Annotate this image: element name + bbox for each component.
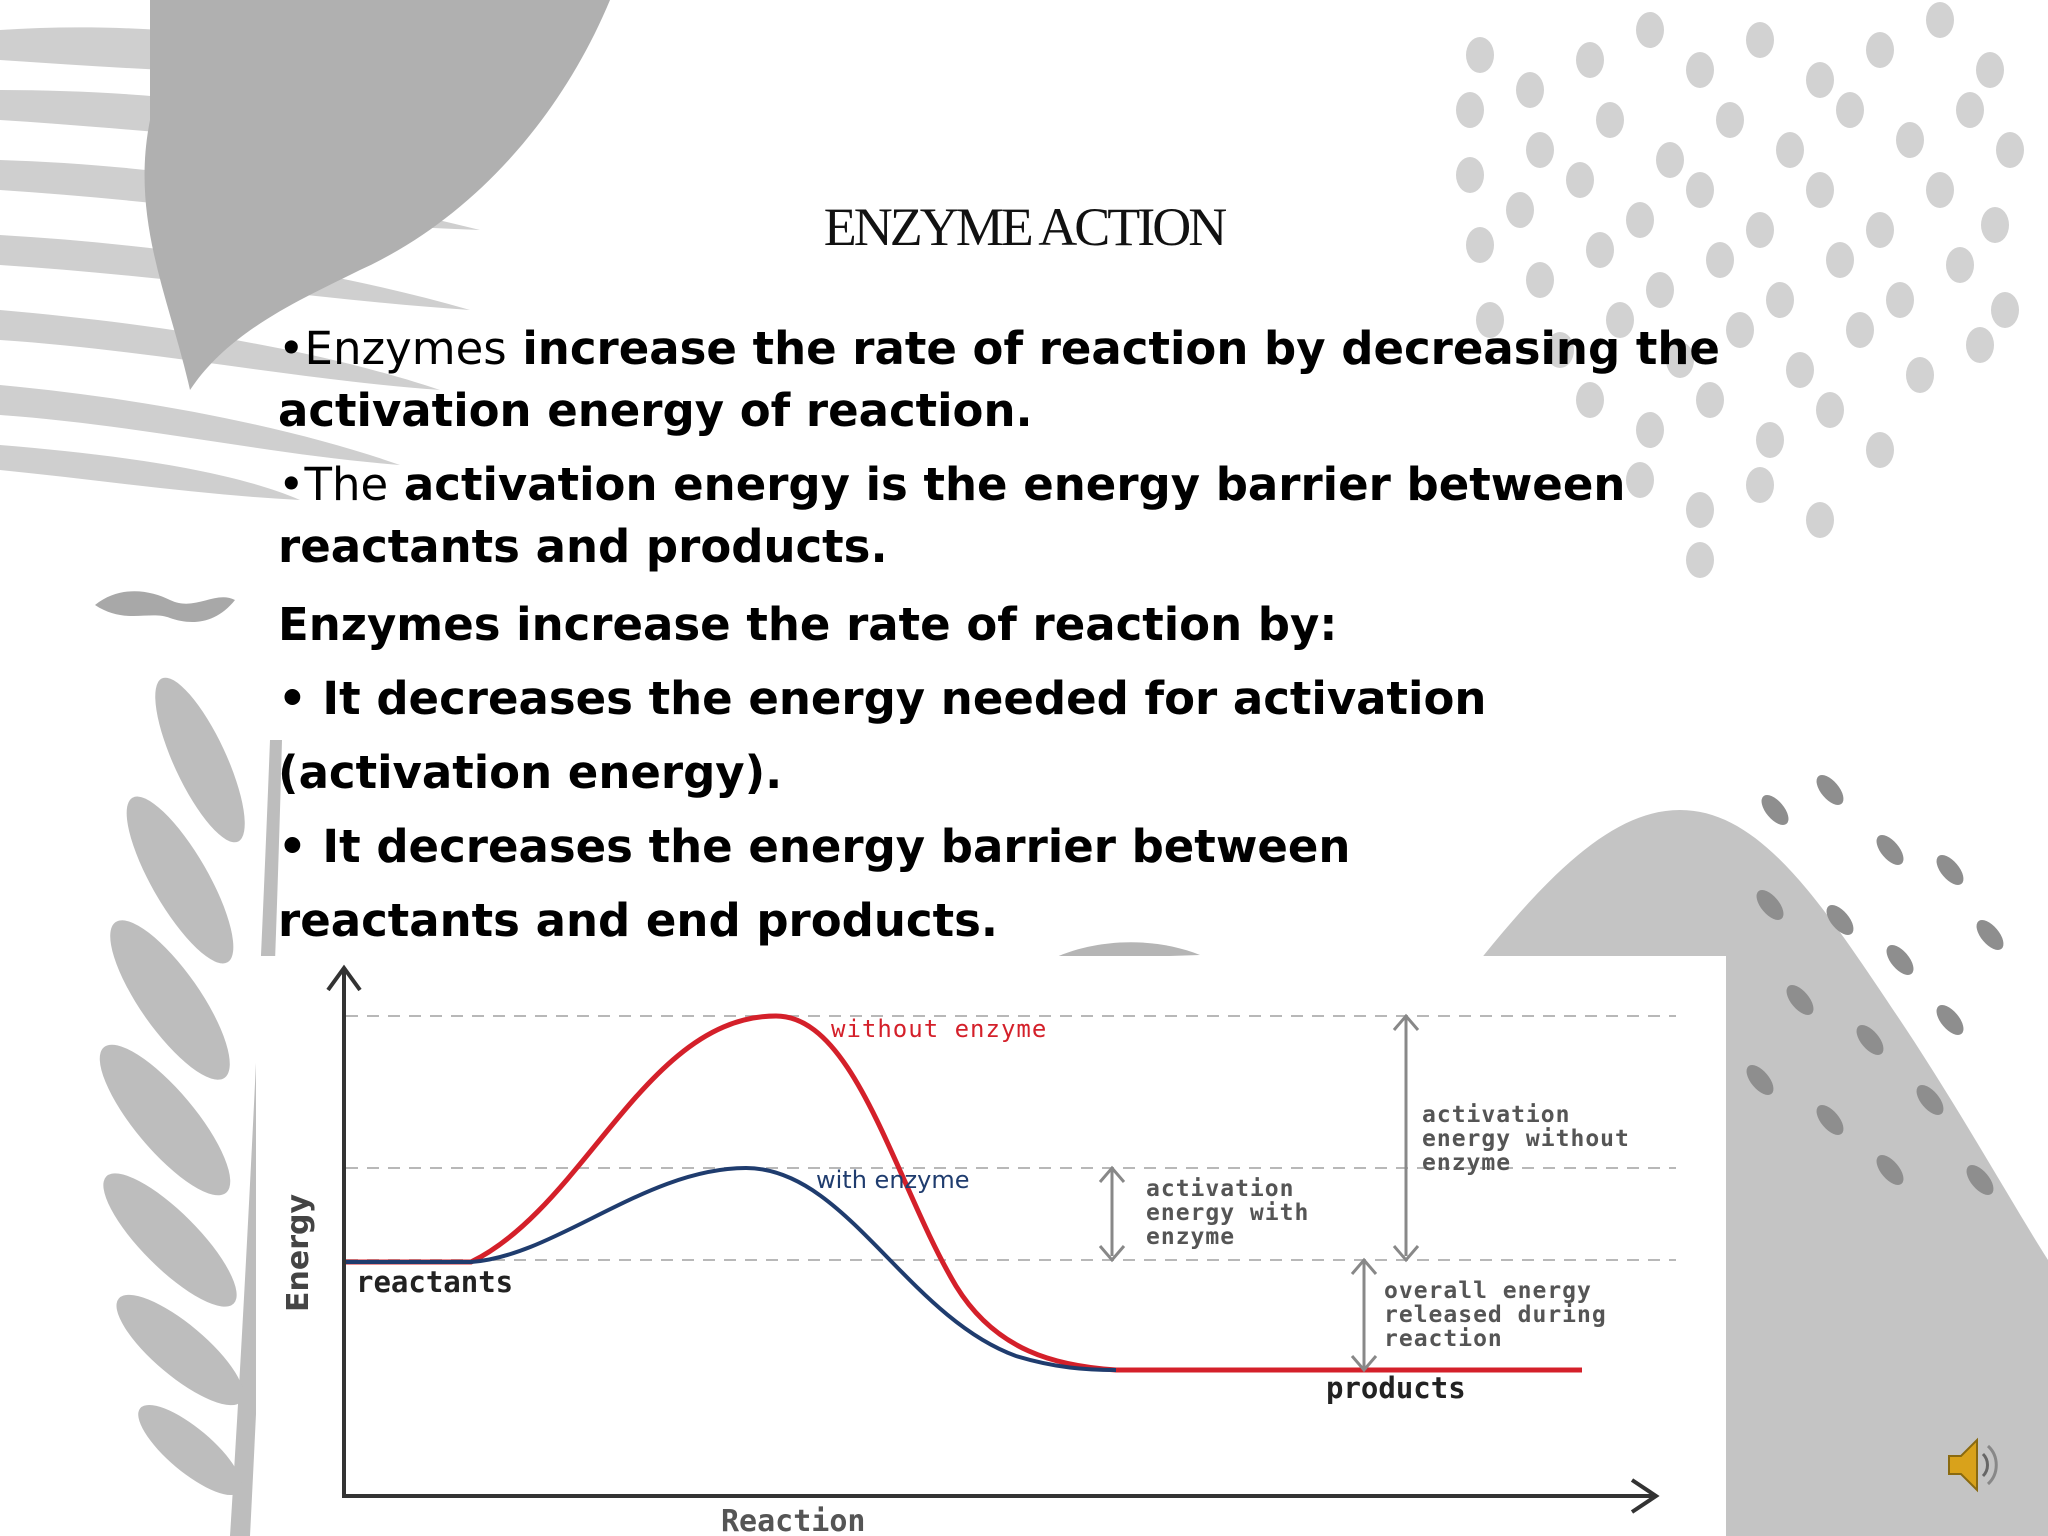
arc-decoration (1050, 942, 1200, 960)
squiggle-decoration (95, 591, 235, 623)
x-axis-arrowhead (1630, 1478, 1660, 1514)
label-reactants: reactants (356, 1265, 513, 1299)
bullet-activation-prefix: •The (278, 458, 389, 511)
slide-body: •Enzymes increase the rate of reaction b… (278, 318, 1798, 958)
annotation-act-without-line1: activation (1422, 1102, 1570, 1128)
section-heading: Enzymes increase the rate of reaction by… (278, 598, 1338, 651)
speaker-icon[interactable] (1945, 1430, 2001, 1500)
y-axis-arrowhead (326, 964, 362, 992)
annotation-act-with: activation energy with enzyme (1146, 1176, 1309, 1250)
leaf-decoration-left (99, 677, 282, 1536)
bullet-activation-energy: •The activation energy is the energy bar… (278, 454, 1798, 578)
bullet-enzymes-prefix: •Enzymes (278, 322, 507, 375)
label-products: products (1326, 1371, 1466, 1405)
annotation-act-with-line2: energy with (1146, 1200, 1309, 1226)
label-with-enzyme: with enzyme (816, 1166, 969, 1194)
annotation-act-with-line1: activation (1146, 1176, 1294, 1202)
arrow-act-with (1098, 1165, 1126, 1263)
arrow-act-without (1392, 1013, 1420, 1263)
bullet-enzymes-text: increase the rate of reaction by decreas… (278, 322, 1720, 437)
arrow-overall (1350, 1257, 1378, 1373)
point1-line2: (activation energy). (278, 746, 783, 799)
annotation-overall-line3: reaction (1384, 1326, 1503, 1352)
annotation-overall-line2: released during (1384, 1302, 1607, 1328)
dash-pattern-right (1746, 775, 2004, 1195)
bullet-activation-text: activation energy is the energy barrier … (278, 458, 1626, 573)
dot-pattern-top-right (1456, 2, 2024, 578)
blob-decoration-top (144, 0, 611, 390)
energy-diagram-panel: without enzyme with enzyme reactants pro… (256, 956, 1726, 1536)
bullet-enzymes-rate: •Enzymes increase the rate of reaction b… (278, 318, 1798, 442)
slide-title: ENZYME ACTION (823, 197, 1227, 257)
annotation-overall-line1: overall energy (1384, 1278, 1592, 1304)
annotation-overall: overall energy released during reaction (1384, 1278, 1607, 1352)
curve-without-enzyme (346, 1013, 1582, 1373)
point1-line1: • It decreases the energy needed for act… (278, 672, 1487, 725)
point2-line1: • It decreases the energy barrier betwee… (278, 820, 1351, 873)
label-without-enzyme: without enzyme (831, 1015, 1047, 1043)
annotation-act-without: activation energy without enzyme (1422, 1102, 1630, 1176)
annotation-act-without-line2: energy without (1422, 1126, 1630, 1152)
annotation-act-without-line3: enzyme (1422, 1150, 1511, 1176)
annotation-act-with-line3: enzyme (1146, 1224, 1235, 1250)
curve-with-enzyme (346, 1165, 1117, 1372)
label-axis-x-reaction: Reaction (721, 1504, 866, 1536)
energy-diagram: without enzyme with enzyme reactants pro… (281, 964, 1676, 1536)
label-axis-y-energy: Energy (281, 1194, 316, 1312)
mountain-decoration-right (1480, 810, 2048, 1536)
point2-line2: reactants and end products. (278, 894, 998, 947)
